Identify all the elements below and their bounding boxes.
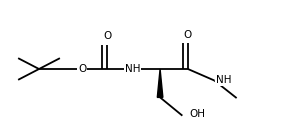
Text: O: O: [103, 31, 111, 41]
Text: OH: OH: [189, 109, 205, 119]
Text: O: O: [184, 30, 192, 40]
Polygon shape: [157, 69, 163, 97]
Text: NH: NH: [216, 75, 231, 85]
Text: NH: NH: [124, 64, 140, 74]
Text: O: O: [78, 64, 86, 74]
